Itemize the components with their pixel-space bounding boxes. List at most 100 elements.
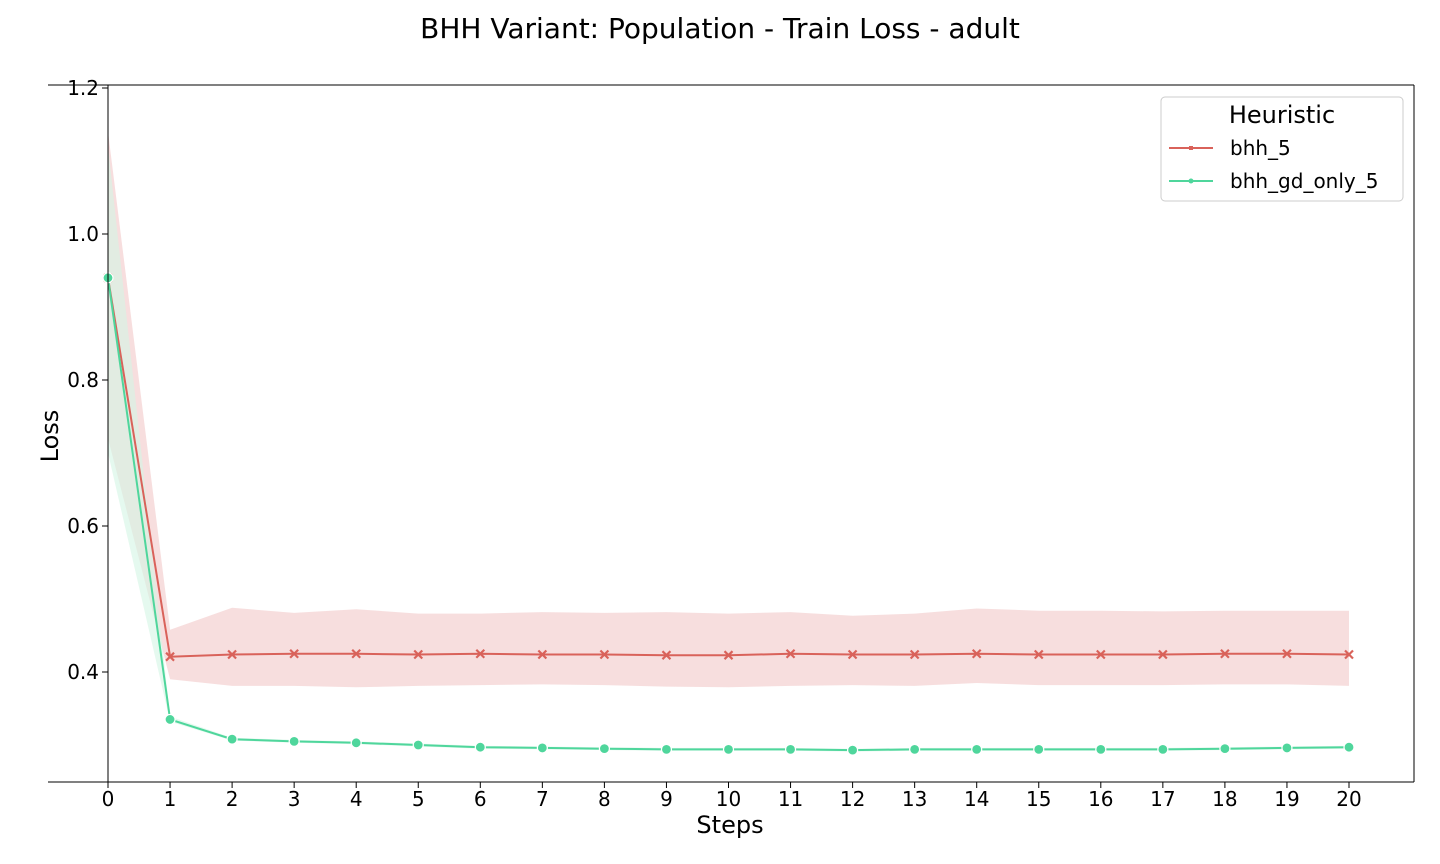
data-point-bhh_5 <box>599 649 610 660</box>
data-point-bhh_5 <box>289 648 299 659</box>
y-tick-label: 1.2 <box>67 76 99 100</box>
data-point-bhh_gd_only_5 <box>1219 743 1231 755</box>
marker-stroke <box>475 648 486 659</box>
data-point-bhh_5 <box>785 648 796 659</box>
series-line-bhh_5 <box>107 277 1350 658</box>
x-tick-label: 13 <box>902 787 927 811</box>
y-axis-ticks: 0.4 0.6 0.8 1.0 1.2 <box>67 76 108 684</box>
marker-stroke <box>1344 649 1354 660</box>
legend-label: bhh_5 <box>1230 136 1291 160</box>
data-point-bhh_gd_only_5 <box>412 739 424 751</box>
marker-stroke <box>413 649 424 660</box>
x-tick-label: 18 <box>1212 787 1237 811</box>
legend-label: bhh_gd_only_5 <box>1230 169 1378 193</box>
x-tick-label: 10 <box>716 787 741 811</box>
data-point-bhh_gd_only_5 <box>1157 743 1169 755</box>
data-point-bhh_5 <box>1033 649 1044 660</box>
marker-stroke <box>785 648 796 659</box>
data-point-bhh_gd_only_5 <box>722 743 735 755</box>
series-markers <box>102 272 1355 756</box>
x-tick-label: 14 <box>964 787 989 811</box>
data-point-bhh_5 <box>1158 649 1168 660</box>
data-point-bhh_5 <box>1344 649 1354 660</box>
marker-stroke <box>847 649 858 660</box>
legend: Heuristic bhh_5 bhh_gd_only_5 <box>1160 96 1404 202</box>
data-point-bhh_5 <box>475 648 486 659</box>
data-point-bhh_gd_only_5 <box>226 733 238 745</box>
data-point-bhh_gd_only_5 <box>350 737 362 749</box>
legend-item: bhh_gd_only_5 <box>1169 169 1378 193</box>
data-point-bhh_5 <box>413 649 424 660</box>
confidence-bands <box>108 131 1349 752</box>
x-tick-label: 20 <box>1336 787 1361 811</box>
data-point-bhh_gd_only_5 <box>909 743 921 755</box>
data-point-bhh_gd_only_5 <box>1095 743 1107 755</box>
marker-stroke <box>909 649 920 660</box>
data-point-bhh_5 <box>1096 649 1106 660</box>
data-point-bhh_5 <box>909 649 920 660</box>
marker-stroke <box>289 648 299 659</box>
marker-stroke <box>165 651 175 662</box>
data-point-bhh_gd_only_5 <box>164 713 176 726</box>
marker-stroke <box>723 650 734 660</box>
x-tick-label: 1 <box>164 787 177 811</box>
data-point-bhh_5 <box>537 649 548 660</box>
data-point-bhh_5 <box>351 648 361 659</box>
x-tick-label: 16 <box>1088 787 1113 811</box>
data-point-bhh_5 <box>661 650 672 660</box>
data-point-bhh_5 <box>227 649 237 660</box>
data-point-bhh_gd_only_5 <box>846 744 859 756</box>
legend-box <box>1160 96 1404 202</box>
data-point-bhh_5 <box>165 651 175 662</box>
data-point-bhh_gd_only_5 <box>288 735 300 747</box>
data-point-bhh_5 <box>847 649 858 660</box>
legend-item: bhh_5 <box>1169 136 1291 160</box>
x-tick-label: 12 <box>840 787 865 811</box>
data-point-bhh_gd_only_5 <box>474 741 486 753</box>
legend-swatch-marker <box>1188 178 1194 184</box>
data-point-bhh_gd_only_5 <box>1343 741 1355 753</box>
y-tick-label: 0.6 <box>67 514 99 538</box>
marker-stroke <box>1220 648 1230 659</box>
data-point-bhh_5 <box>1220 648 1230 659</box>
marker-stroke <box>661 650 672 660</box>
x-tick-label: 0 <box>102 787 115 811</box>
data-point-bhh_gd_only_5 <box>536 742 548 754</box>
marker-stroke <box>1096 649 1106 660</box>
y-tick-label: 1.0 <box>67 222 99 246</box>
x-tick-label: 4 <box>350 787 363 811</box>
marker-stroke <box>1033 649 1044 660</box>
legend-title: Heuristic <box>1229 101 1335 129</box>
x-axis-label: Steps <box>696 811 763 839</box>
x-tick-label: 8 <box>598 787 611 811</box>
y-tick-label: 0.8 <box>67 368 99 392</box>
marker-stroke <box>1158 649 1168 660</box>
y-axis-label: Loss <box>36 410 64 463</box>
x-tick-label: 11 <box>778 787 803 811</box>
marker-stroke <box>227 649 237 660</box>
x-tick-label: 17 <box>1150 787 1175 811</box>
legend-swatch-marker <box>1189 146 1193 150</box>
x-tick-label: 2 <box>226 787 239 811</box>
x-tick-label: 6 <box>474 787 487 811</box>
y-tick-label: 0.4 <box>67 660 99 684</box>
confidence-band-bhh_5 <box>108 131 1349 688</box>
x-tick-label: 9 <box>660 787 673 811</box>
x-tick-label: 3 <box>288 787 301 811</box>
data-point-bhh_gd_only_5 <box>971 743 983 755</box>
marker-stroke <box>351 648 361 659</box>
data-point-bhh_5 <box>1282 648 1292 659</box>
plot-area <box>102 131 1355 756</box>
x-tick-label: 19 <box>1274 787 1299 811</box>
data-point-bhh_5 <box>723 650 734 660</box>
data-point-bhh_gd_only_5 <box>1033 743 1045 755</box>
marker-stroke <box>971 648 982 659</box>
legend-items: bhh_5 bhh_gd_only_5 <box>1169 136 1378 193</box>
data-point-bhh_gd_only_5 <box>1281 742 1293 754</box>
x-tick-label: 5 <box>412 787 425 811</box>
x-tick-label: 15 <box>1026 787 1051 811</box>
x-tick-label: 7 <box>536 787 549 811</box>
data-point-bhh_gd_only_5 <box>660 743 673 755</box>
data-point-bhh_gd_only_5 <box>598 743 611 755</box>
x-axis-ticks: 0 1 2 3 4 5 6 7 8 9 10 11 12 13 14 15 16 17 18 19 20 <box>102 782 1362 811</box>
